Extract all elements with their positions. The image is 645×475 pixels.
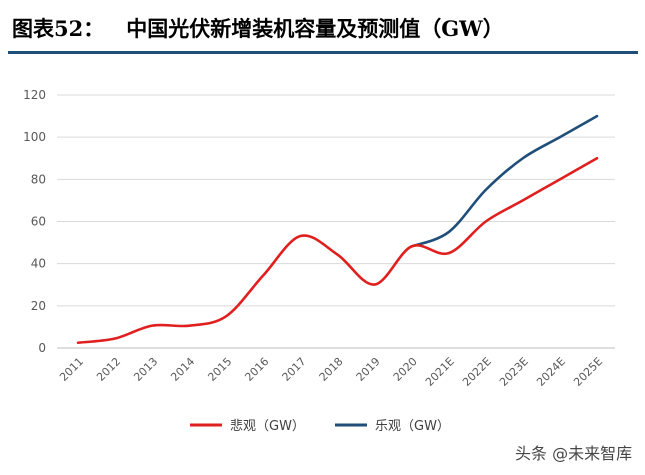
x-tick-label: 2018 xyxy=(317,355,346,384)
x-tick-label: 2015 xyxy=(205,355,234,384)
x-tick-label: 2025E xyxy=(571,355,605,389)
x-tick-label: 2016 xyxy=(242,355,271,384)
y-tick-label: 40 xyxy=(31,257,46,271)
title-bar: 图表52： 中国光伏新增装机容量及预测值（GW） xyxy=(0,0,645,55)
y-tick-label: 0 xyxy=(38,341,46,355)
series-line-pessimistic xyxy=(76,156,599,345)
figure-title: 中国光伏新增装机容量及预测值（GW） xyxy=(126,16,504,41)
x-tick-label: 2012 xyxy=(94,355,123,384)
watermark: 头条 @未来智库 xyxy=(515,444,633,463)
x-tick-label: 2024E xyxy=(534,355,568,389)
x-tick-label: 2021E xyxy=(423,355,457,389)
y-tick-label: 60 xyxy=(31,215,46,229)
y-tick-label: 20 xyxy=(31,299,46,313)
title-divider xyxy=(8,51,638,54)
y-tick-label: 80 xyxy=(31,172,46,186)
x-tick-label: 2023E xyxy=(497,355,531,389)
figure-label: 图表52： xyxy=(12,16,105,41)
x-tick-label: 2020 xyxy=(391,355,420,384)
y-tick-label: 100 xyxy=(23,130,46,144)
x-tick-label: 2014 xyxy=(168,355,197,384)
x-tick-label: 2013 xyxy=(131,355,160,384)
legend-label-optimistic: 乐观（GW） xyxy=(375,419,450,434)
x-tick-label: 2017 xyxy=(280,355,309,384)
x-tick-label: 2011 xyxy=(57,355,86,384)
legend-label-pessimistic: 悲观（GW） xyxy=(230,418,305,434)
chart-title: 图表52： 中国光伏新增装机容量及预测值（GW） xyxy=(12,13,504,43)
line-chart: 0 20 40 60 80 100 120 2011 2012 2013 2014 2015 2016 2… xyxy=(23,88,615,434)
series-line-optimistic xyxy=(410,114,599,248)
x-tick-label: 2022E xyxy=(460,355,494,389)
y-tick-label: 120 xyxy=(23,88,46,102)
x-tick-label: 2019 xyxy=(354,355,383,384)
